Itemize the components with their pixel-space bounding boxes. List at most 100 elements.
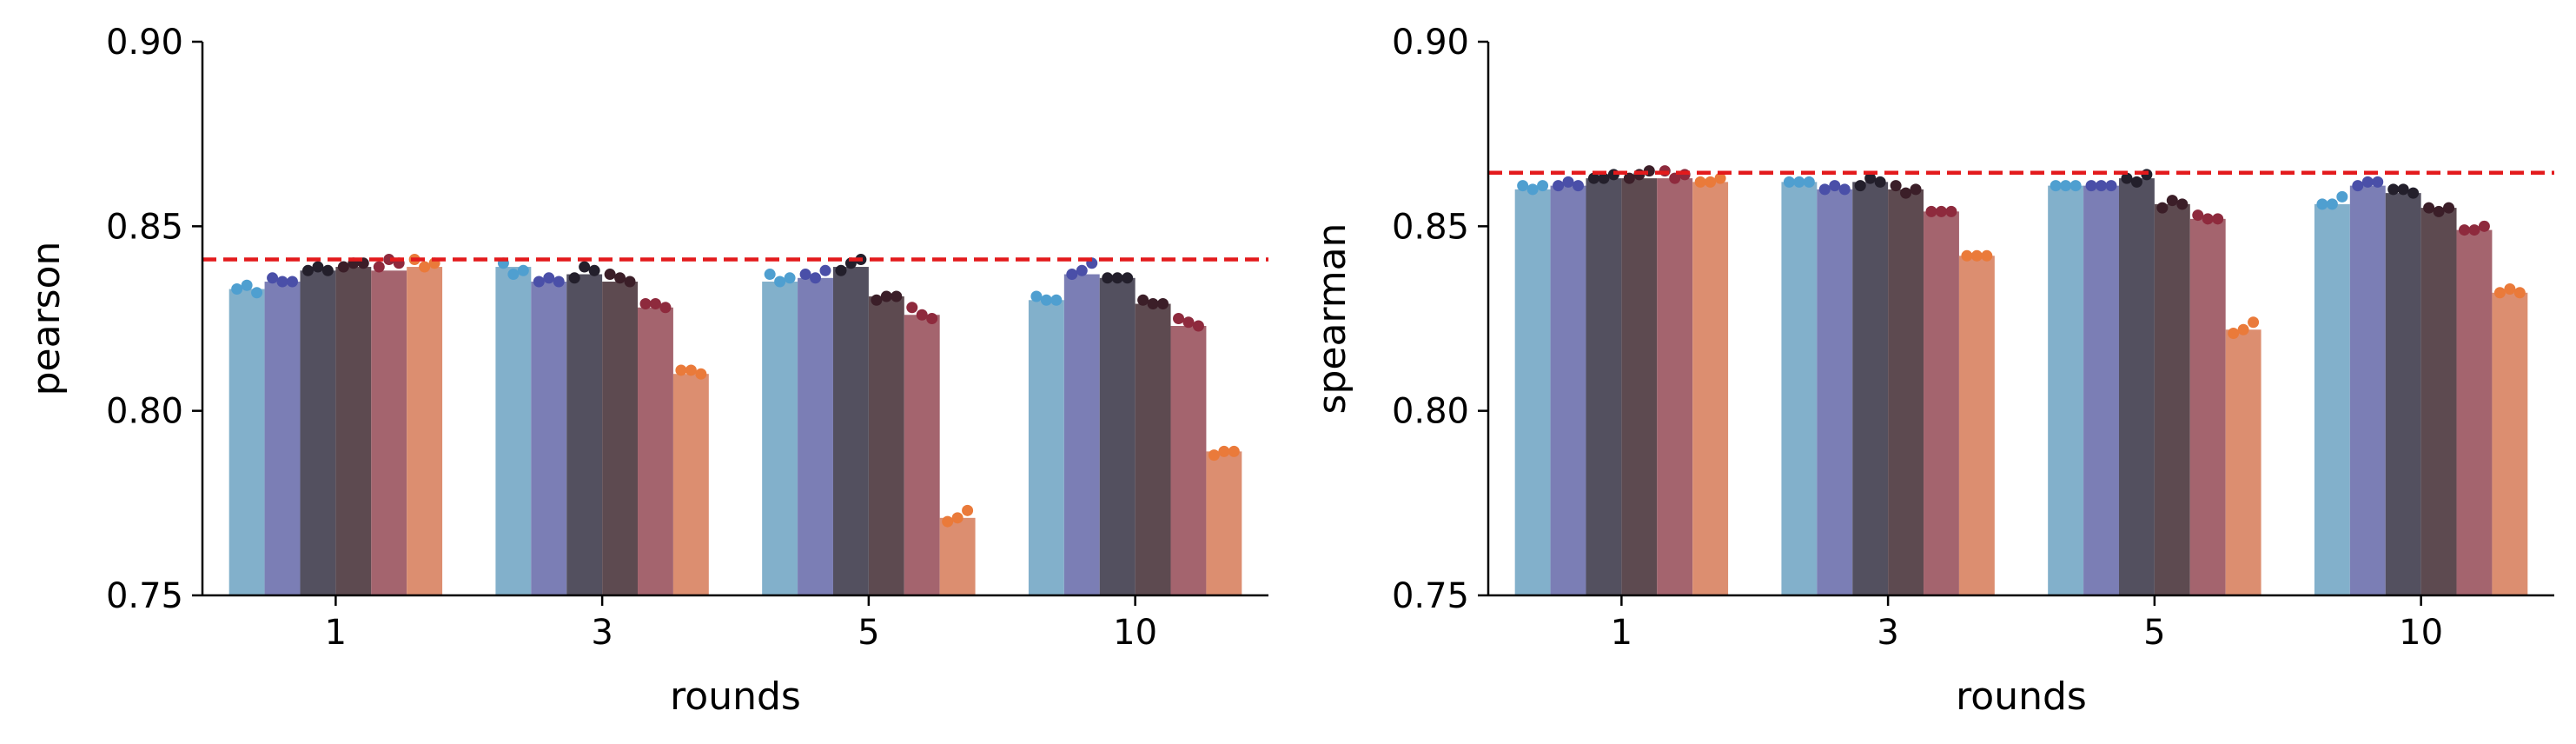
- data-point: [614, 272, 626, 284]
- bar-pearson-round-3-series-4: [602, 282, 639, 595]
- y-tick-label: 0.90: [106, 23, 183, 63]
- data-point: [2361, 176, 2374, 188]
- bar-spearman-round-5-series-4: [2154, 203, 2190, 595]
- y-tick-label: 0.85: [106, 207, 183, 247]
- data-point: [2433, 205, 2445, 217]
- data-point: [2130, 176, 2142, 188]
- bar-pearson-round-5-series-5: [904, 315, 940, 595]
- bar-pearson-round-10-series-6: [1206, 451, 1242, 595]
- x-tick-label: 1: [325, 613, 347, 653]
- bar-spearman-round-1-series-3: [1586, 178, 1622, 595]
- data-point: [2336, 190, 2348, 203]
- bar-pearson-round-1-series-3: [300, 270, 336, 595]
- data-point: [1854, 180, 1866, 192]
- data-point: [685, 364, 697, 376]
- bar-spearman-round-5-series-2: [2083, 185, 2119, 595]
- data-point: [1925, 205, 1937, 217]
- bar-pearson-round-3-series-1: [495, 267, 532, 595]
- data-point: [1705, 176, 1717, 188]
- data-point: [2069, 180, 2082, 192]
- data-point: [1623, 172, 1635, 184]
- bar-spearman-round-3-series-3: [1852, 182, 1889, 595]
- data-point: [1793, 176, 1805, 188]
- data-point: [321, 264, 334, 276]
- data-point: [962, 504, 974, 516]
- data-point: [1694, 176, 1706, 188]
- data-point: [1945, 205, 1957, 217]
- data-point: [1208, 449, 1220, 462]
- data-point: [774, 276, 786, 288]
- bar-spearman-round-3-series-6: [1958, 256, 1995, 595]
- data-point: [624, 276, 636, 288]
- x-tick-label: 1: [1611, 613, 1632, 653]
- data-point: [1030, 290, 1043, 302]
- bar-spearman-round-1-series-5: [1657, 178, 1693, 595]
- data-point: [2423, 202, 2435, 214]
- data-point: [1669, 172, 1681, 184]
- data-point: [1228, 445, 1240, 457]
- data-point: [784, 272, 796, 284]
- data-point: [2192, 209, 2204, 222]
- data-point: [533, 276, 545, 288]
- data-point: [1157, 298, 1169, 310]
- x-tick-label: 5: [858, 613, 879, 653]
- data-point: [1040, 294, 1052, 306]
- bar-pearson-round-1-series-2: [264, 282, 301, 595]
- data-point: [2248, 316, 2260, 329]
- data-point: [2513, 287, 2526, 299]
- data-point: [1076, 264, 1088, 276]
- data-point: [2326, 198, 2338, 210]
- bar-spearman-round-5-series-3: [2118, 178, 2155, 595]
- bar-pearson-round-10-series-3: [1099, 277, 1136, 595]
- data-point: [1803, 176, 1815, 188]
- bar-spearman-round-3-series-5: [1924, 211, 1959, 595]
- data-point: [1587, 172, 1599, 184]
- data-point: [2228, 327, 2240, 339]
- data-point: [1553, 180, 1565, 192]
- bar-spearman-round-10-series-6: [2492, 292, 2528, 595]
- x-axis-title: rounds: [670, 674, 801, 719]
- data-point: [1961, 249, 1973, 262]
- bar-spearman-round-5-series-1: [2048, 185, 2084, 595]
- bar-spearman-round-10-series-5: [2456, 229, 2493, 595]
- data-point: [507, 269, 520, 281]
- data-point: [1192, 320, 1204, 332]
- data-point: [1562, 176, 1574, 188]
- data-point: [2407, 187, 2420, 199]
- x-axis-title: rounds: [1956, 674, 2087, 719]
- bar-pearson-round-3-series-5: [638, 307, 673, 595]
- data-point: [835, 264, 847, 276]
- data-point: [1935, 205, 1947, 217]
- data-point: [2468, 224, 2480, 236]
- data-point: [2085, 180, 2097, 192]
- data-point: [2060, 180, 2072, 192]
- data-point: [267, 272, 279, 284]
- bar-pearson-round-5-series-2: [798, 277, 833, 595]
- bar-spearman-round-3-series-4: [1888, 189, 1924, 595]
- data-point: [1137, 294, 1149, 306]
- data-point: [251, 287, 263, 299]
- bar-spearman-round-1-series-6: [1692, 182, 1729, 595]
- data-point: [695, 368, 707, 380]
- data-point: [568, 272, 580, 284]
- y-tick-label: 0.75: [106, 576, 183, 616]
- data-point: [2166, 195, 2178, 207]
- data-point: [639, 298, 652, 310]
- data-point: [553, 276, 565, 288]
- data-point: [241, 279, 253, 291]
- data-point: [2316, 198, 2328, 210]
- y-tick-label: 0.80: [106, 392, 183, 432]
- bar-spearman-round-1-series-1: [1514, 189, 1551, 595]
- x-tick-label: 3: [1877, 613, 1898, 653]
- data-point: [1173, 313, 1185, 324]
- data-point: [1050, 294, 1063, 306]
- data-point: [2121, 172, 2133, 184]
- data-point: [1598, 172, 1610, 184]
- bar-spearman-round-10-series-2: [2349, 185, 2386, 595]
- bar-spearman-round-10-series-1: [2314, 203, 2350, 595]
- y-axis-title: pearson: [24, 242, 69, 396]
- bar-pearson-round-5-series-6: [939, 517, 976, 595]
- data-point: [1147, 298, 1159, 310]
- data-point: [1829, 180, 1841, 192]
